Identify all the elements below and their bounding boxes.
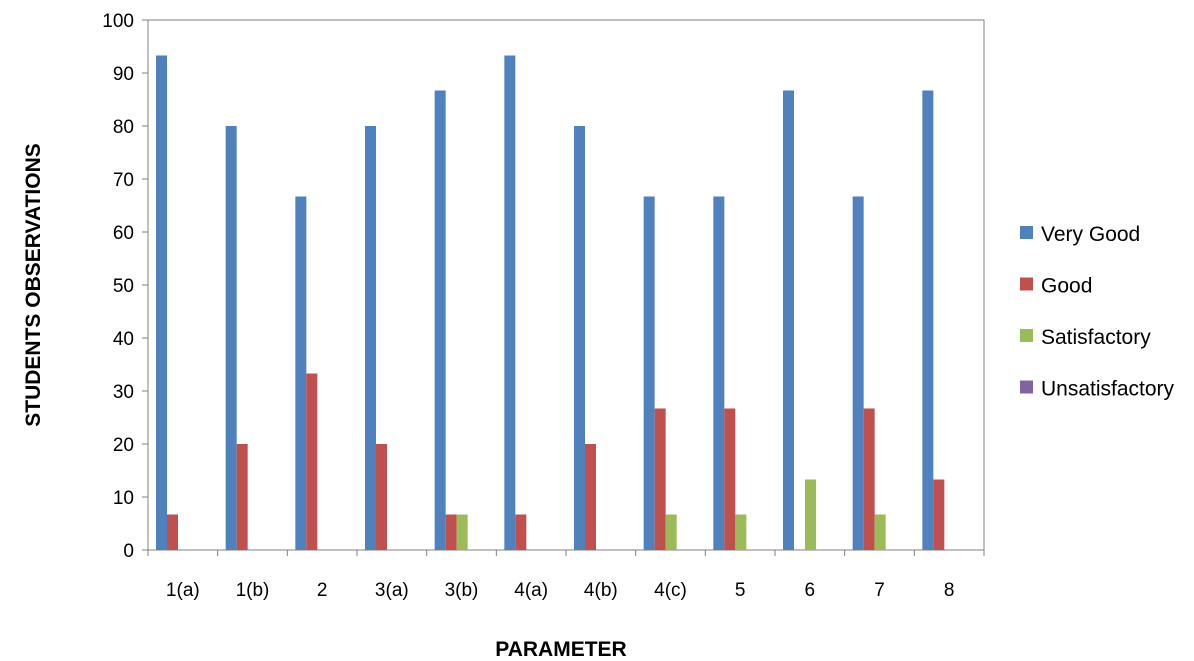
y-tick-label: 60 (113, 223, 134, 244)
bar-good (167, 514, 178, 550)
x-tick-label: 4(c) (654, 580, 687, 601)
bar-very-good (783, 90, 794, 551)
bar-good (863, 408, 875, 550)
legend-swatch (1020, 329, 1033, 342)
bar-very-good (922, 90, 934, 551)
y-tick-label: 90 (113, 64, 134, 85)
bar-good (306, 373, 318, 550)
bar-satisfactory (665, 514, 677, 550)
bar-good (654, 408, 666, 550)
bar-good (724, 408, 736, 550)
bar-very-good (365, 126, 376, 550)
y-tick-label: 70 (113, 170, 134, 191)
bar-satisfactory (805, 479, 816, 550)
x-tick-label: 4(a) (514, 580, 548, 601)
bar-good (376, 444, 387, 550)
x-axis-title: PARAMETER (495, 638, 626, 661)
x-tick-label: 3(b) (445, 580, 479, 601)
x-tick-label: 2 (317, 580, 328, 601)
x-tick-label: 1(a) (166, 580, 200, 601)
x-axis-ticks: 1(a) 1(b) 2 3(a) 3(b) 4(a) 4(b) 4(c) 5 6 7 8 (147, 550, 985, 601)
bar-very-good (852, 196, 864, 551)
legend-label: Very Good (1041, 223, 1140, 246)
bar-good (236, 444, 248, 550)
bar-good (585, 444, 596, 550)
bar-very-good (295, 196, 307, 551)
bar-very-good (713, 196, 725, 551)
plot-area (147, 19, 985, 551)
bar-very-good (643, 196, 655, 551)
bar-good (933, 479, 945, 550)
legend-swatch (1020, 226, 1033, 239)
x-tick-label: 5 (735, 580, 746, 601)
bar-very-good (504, 55, 516, 550)
bar-very-good (434, 90, 446, 551)
bar-satisfactory (735, 514, 747, 550)
y-axis-title: STUDENTS OBSERVATIONS (22, 143, 45, 427)
y-tick-label: 0 (123, 541, 134, 562)
y-tick-label: 20 (113, 435, 134, 456)
legend-swatch (1020, 277, 1033, 291)
y-tick-label: 10 (113, 488, 134, 509)
x-tick-label: 8 (944, 580, 955, 601)
x-tick-label: 7 (874, 580, 885, 601)
x-tick-label: 4(b) (584, 580, 618, 601)
bar-very-good (574, 126, 585, 550)
bars (156, 55, 945, 551)
legend-label: Good (1041, 275, 1092, 298)
bar-satisfactory (874, 514, 886, 550)
y-tick-label: 50 (113, 276, 134, 297)
bar-satisfactory (456, 514, 468, 550)
x-tick-label: 6 (805, 580, 816, 601)
legend-label: Satisfactory (1041, 326, 1151, 349)
legend: Very Good Good Satisfactory Unsatisfactory (1020, 223, 1175, 401)
legend-label: Unsatisfactory (1041, 378, 1175, 401)
y-tick-label: 100 (102, 11, 134, 32)
y-tick-label: 40 (113, 329, 134, 350)
x-tick-label: 1(b) (236, 580, 270, 601)
x-tick-label: 3(a) (375, 580, 409, 601)
y-tick-label: 80 (113, 117, 134, 138)
bar-very-good (156, 55, 167, 550)
bar-very-good (225, 126, 237, 550)
legend-swatch (1020, 380, 1033, 394)
y-tick-label: 30 (113, 382, 134, 403)
y-axis-ticks: 0 10 20 30 40 50 60 70 80 90 100 (102, 11, 148, 562)
bar-good (445, 514, 457, 550)
bar-good (515, 514, 527, 550)
